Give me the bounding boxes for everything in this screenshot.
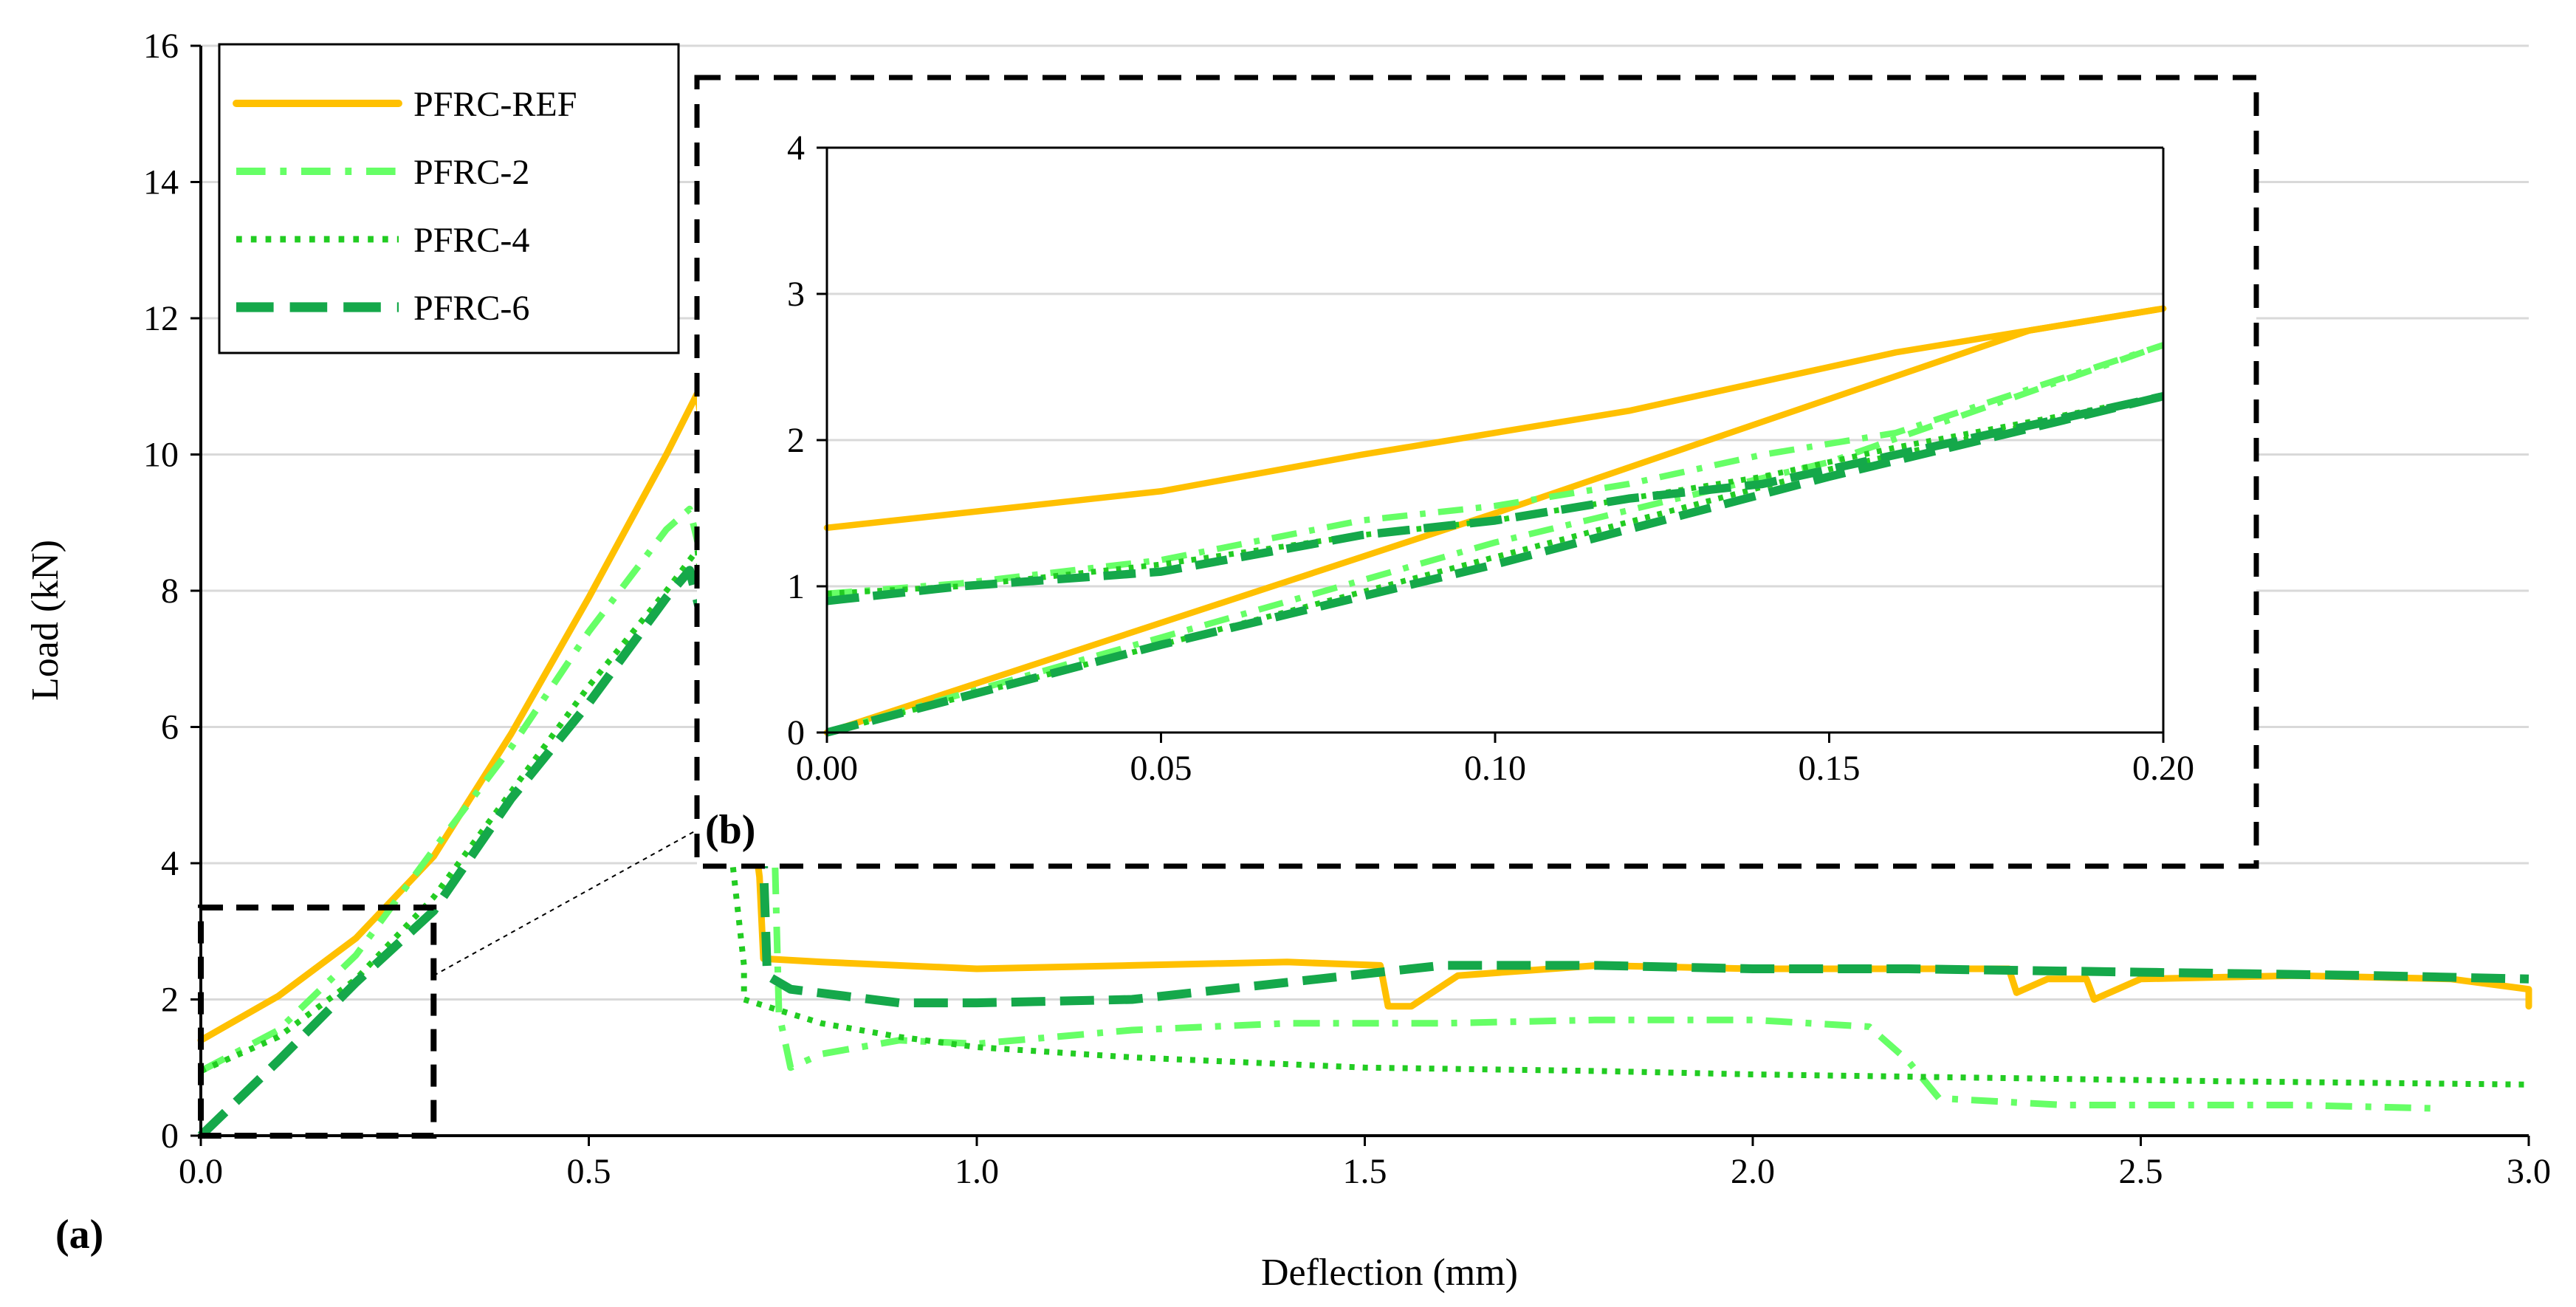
legend-items: PFRC-REF PFRC-2 PFRC-4 PFRC-6 [233, 85, 577, 328]
inset-y-tick-label: 3 [787, 275, 805, 314]
main-y-tick-label: 0 [161, 1116, 179, 1156]
inset-x-tick-label: 0.00 [796, 749, 858, 788]
inset-y-tick-label: 2 [787, 421, 805, 460]
main-y-tick-label: 10 [143, 436, 179, 475]
main-y-tick-label: 12 [143, 299, 179, 338]
inset-panel: 0.00 0.05 0.10 0.15 0.20 0 1 2 3 4 [694, 75, 2259, 869]
legend-label-pfrc6: PFRC-6 [413, 289, 529, 328]
panel-label-b: (b) [705, 807, 755, 853]
inset-y-tick-label: 4 [787, 128, 805, 168]
main-x-tick-label: 2.0 [1731, 1152, 1775, 1191]
inset-y-tick-label: 0 [787, 713, 805, 752]
main-y-tick-label: 4 [161, 844, 179, 883]
inset-y-tick-label: 1 [787, 567, 805, 606]
main-y-tick-label: 14 [143, 163, 179, 202]
main-x-tick-label: 1.0 [955, 1152, 999, 1191]
zoom-region-box [198, 904, 437, 1139]
main-y-tick-label: 8 [161, 572, 179, 611]
main-y-tick-label: 6 [161, 708, 179, 747]
inset-series-ref-1 [823, 305, 2167, 736]
inset-x-tick-label: 0.05 [1130, 749, 1192, 788]
main-axes [190, 44, 2530, 1146]
main-x-tick-label: 0.0 [179, 1152, 223, 1191]
inset-x-tick-label: 0.20 [2132, 749, 2194, 788]
inset-series-pfrc2-3 [825, 342, 2165, 736]
inset-dashed-frame [694, 75, 2259, 869]
main-x-tick-label: 3.0 [2507, 1152, 2551, 1191]
x-axis-title: Deflection (mm) [1261, 1252, 1518, 1294]
legend-frame [218, 43, 680, 354]
main-x-tick-label: 0.5 [567, 1152, 611, 1191]
main-y-tick-label: 16 [143, 27, 179, 66]
main-series-pfrc4-2 [199, 546, 2529, 1088]
legend-label-ref: PFRC-REF [413, 85, 577, 124]
inset-series-pfrc2-2 [826, 342, 2165, 597]
legend: PFRC-REF PFRC-2 PFRC-4 PFRC-6 [218, 43, 680, 354]
inset-x-tick-label: 0.10 [1464, 749, 1526, 788]
main-series-ref-0 [197, 390, 2532, 1044]
inset-series [823, 305, 2167, 737]
inset-tick-labels: 0.00 0.05 0.10 0.15 0.20 0 1 2 3 4 [787, 128, 2194, 788]
inset-background [697, 78, 2256, 866]
inset-series-pfrc6-6 [826, 392, 2165, 606]
inset-x-tick-label: 0.15 [1799, 749, 1861, 788]
panel-label-a: (a) [55, 1212, 103, 1258]
legend-label-pfrc2: PFRC-2 [413, 153, 529, 192]
y-axis-title: Load (kN) [24, 540, 66, 701]
main-y-tick-label: 2 [161, 981, 179, 1020]
main-series [197, 390, 2532, 1139]
inset-axes [817, 146, 2165, 743]
legend-label-pfrc4: PFRC-4 [413, 221, 529, 260]
main-x-tick-label: 2.5 [2119, 1152, 2163, 1191]
main-series-pfrc6-3 [197, 566, 2529, 1139]
main-x-tick-label: 1.5 [1343, 1152, 1387, 1191]
inset-series-ref-0 [823, 305, 2167, 532]
main-series-pfrc2-1 [199, 505, 2436, 1112]
